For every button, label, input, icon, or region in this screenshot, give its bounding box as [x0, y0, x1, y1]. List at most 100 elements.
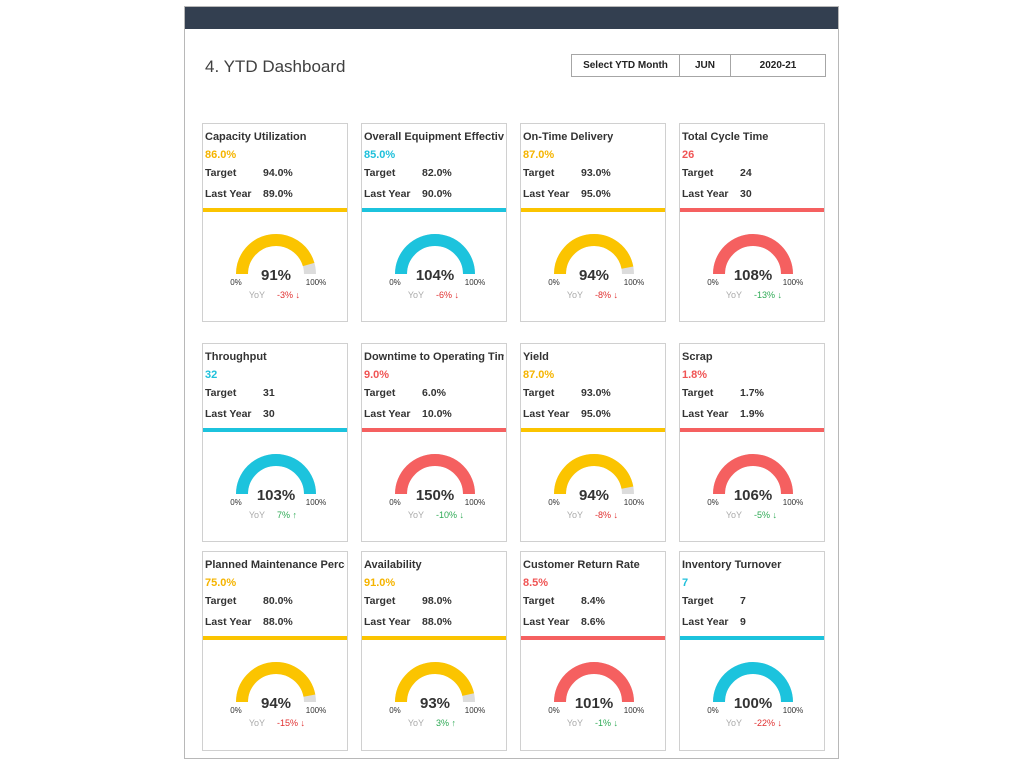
- gauge-min-label: 0%: [707, 706, 719, 715]
- gauge-min-label: 0%: [548, 498, 560, 507]
- target-value: 93.0%: [581, 387, 611, 399]
- last-year-label: Last Year: [682, 188, 729, 200]
- kpi-value: 9.0%: [364, 369, 390, 381]
- gauge-fill: [713, 454, 793, 495]
- target-value: 6.0%: [422, 387, 446, 399]
- gauge-min-label: 0%: [230, 706, 242, 715]
- gauge-max-label: 100%: [306, 278, 326, 287]
- header-bar: [185, 7, 838, 29]
- yoy-value: -8% ↓: [595, 510, 618, 520]
- last-year-label: Last Year: [682, 616, 729, 628]
- last-year-label: Last Year: [205, 616, 252, 628]
- gauge-chart: 108% 0% 100% YoY -13% ↓: [707, 234, 803, 300]
- gauge-chart: 106% 0% 100% YoY -5% ↓: [707, 454, 803, 520]
- target-value: 1.7%: [740, 387, 764, 399]
- yoy-value: -5% ↓: [754, 510, 777, 520]
- gauge-fill: [236, 662, 316, 703]
- yoy-label: YoY: [249, 718, 265, 728]
- target-value: 31: [263, 387, 275, 399]
- gauge-percent: 94%: [261, 695, 291, 712]
- last-year-label: Last Year: [523, 616, 570, 628]
- kpi-card-12: Inventory Turnover 7 Target 7 Last Year 9 …: [679, 551, 825, 751]
- target-label: Target: [523, 387, 555, 399]
- yoy-value: -6% ↓: [436, 290, 459, 300]
- kpi-card-1: Capacity Utilization 86.0% Target 94.0% L…: [202, 123, 348, 322]
- year-dropdown[interactable]: 2020-21: [759, 60, 797, 71]
- gauge-chart: 100% 0% 100% YoY -22% ↓: [707, 662, 803, 728]
- last-year-value: 90.0%: [422, 188, 452, 200]
- month-dropdown[interactable]: JUN: [680, 55, 731, 76]
- kpi-color-bar: [362, 208, 506, 212]
- yoy-label: YoY: [726, 290, 742, 300]
- last-year-value: 88.0%: [263, 616, 293, 628]
- kpi-color-bar: [203, 428, 347, 432]
- target-value: 93.0%: [581, 167, 611, 179]
- kpi-title: Customer Return Rate: [523, 559, 640, 571]
- gauge-chart: 94% 0% 100% YoY -8% ↓: [548, 454, 644, 520]
- last-year-value: 30: [263, 408, 275, 420]
- last-year-value: 9: [740, 616, 746, 628]
- yoy-label: YoY: [408, 510, 424, 520]
- kpi-value: 87.0%: [523, 149, 555, 161]
- yoy-value: -10% ↓: [436, 510, 464, 520]
- kpi-value: 8.5%: [523, 577, 549, 589]
- yoy-label: YoY: [567, 290, 583, 300]
- page-title: 4. YTD Dashboard: [205, 57, 346, 76]
- kpi-target-row: Target 82.0%: [364, 167, 452, 179]
- target-value: 98.0%: [422, 595, 452, 607]
- kpi-title: Capacity Utilization: [205, 131, 307, 143]
- kpi-target-row: Target 93.0%: [523, 167, 611, 179]
- gauge-percent: 91%: [261, 267, 291, 284]
- kpi-color-bar: [521, 428, 665, 432]
- kpi-target-row: Target 1.7%: [682, 387, 764, 399]
- target-label: Target: [682, 387, 714, 399]
- gauge-fill: [554, 454, 634, 495]
- gauge-max-label: 100%: [624, 278, 644, 287]
- kpi-last-year-row: Last Year 89.0%: [205, 188, 293, 200]
- kpi-card-7: Yield 87.0% Target 93.0% Last Year 95.0% 9…: [520, 343, 666, 542]
- target-value: 94.0%: [263, 167, 293, 179]
- kpi-title: Total Cycle Time: [682, 131, 769, 143]
- target-label: Target: [682, 167, 714, 179]
- kpi-card-5: Throughput 32 Target 31 Last Year 30 103% …: [202, 343, 348, 542]
- gauge-min-label: 0%: [548, 706, 560, 715]
- yoy-value: -8% ↓: [595, 290, 618, 300]
- gauge-min-label: 0%: [707, 278, 719, 287]
- gauge-percent: 101%: [575, 695, 613, 712]
- target-value: 8.4%: [581, 595, 605, 607]
- target-label: Target: [523, 595, 555, 607]
- kpi-value: 86.0%: [205, 149, 237, 161]
- dashboard-sheet: 4. YTD Dashboard Select YTD Month JUN 20…: [184, 6, 839, 759]
- gauge-percent: 104%: [416, 267, 454, 284]
- gauge-percent: 108%: [734, 267, 772, 284]
- gauge-max-label: 100%: [783, 706, 803, 715]
- last-year-value: 95.0%: [581, 408, 611, 420]
- kpi-title: Yield: [523, 351, 549, 363]
- yoy-value: -22% ↓: [754, 718, 782, 728]
- kpi-value: 1.8%: [682, 369, 708, 381]
- kpi-last-year-row: Last Year 30: [682, 188, 752, 200]
- gauge-percent: 93%: [420, 695, 450, 712]
- kpi-last-year-row: Last Year 10.0%: [364, 408, 452, 420]
- gauge-max-label: 100%: [465, 498, 485, 507]
- kpi-card-9: Planned Maintenance Percentage 75.0% Tar…: [202, 551, 348, 751]
- yoy-value: 3% ↑: [436, 718, 456, 728]
- kpi-target-row: Target 24: [682, 167, 752, 179]
- target-value: 7: [740, 595, 746, 607]
- kpi-last-year-row: Last Year 8.6%: [523, 616, 605, 628]
- gauge-fill: [713, 234, 793, 275]
- kpi-color-bar: [203, 208, 347, 212]
- last-year-value: 10.0%: [422, 408, 452, 420]
- gauge-max-label: 100%: [465, 278, 485, 287]
- last-year-value: 89.0%: [263, 188, 293, 200]
- gauge-min-label: 0%: [389, 706, 401, 715]
- target-label: Target: [682, 595, 714, 607]
- kpi-card-4: Total Cycle Time 26 Target 24 Last Year 30…: [679, 123, 825, 322]
- kpi-card-2: Overall Equipment Effectiveness 85.0% Ta…: [361, 123, 507, 322]
- gauge-percent: 103%: [257, 487, 295, 504]
- kpi-target-row: Target 8.4%: [523, 595, 605, 607]
- last-year-label: Last Year: [682, 408, 729, 420]
- gauge-percent: 150%: [416, 487, 454, 504]
- kpi-last-year-row: Last Year 1.9%: [682, 408, 764, 420]
- yoy-value: -15% ↓: [277, 718, 305, 728]
